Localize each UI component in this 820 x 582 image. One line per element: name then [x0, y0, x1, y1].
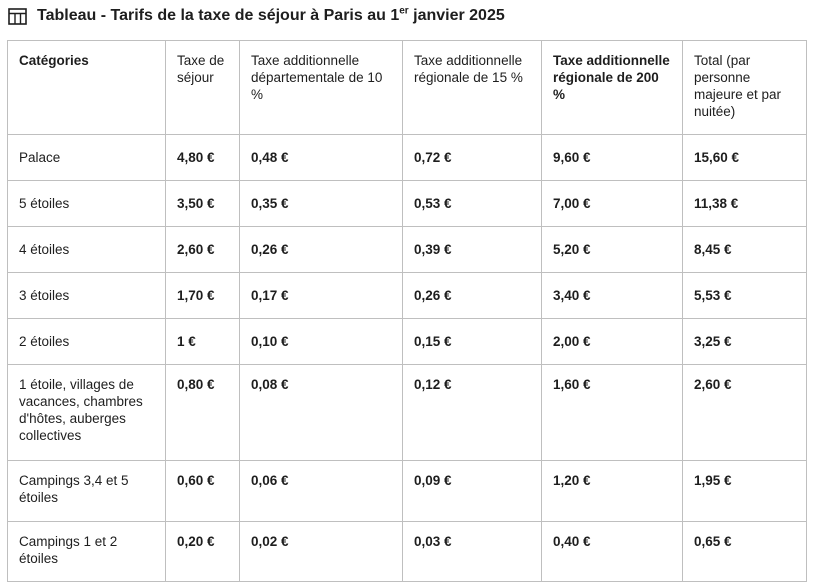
table-caption: Tableau - Tarifs de la taxe de séjour à …	[8, 3, 505, 29]
category-cell: 4 étoiles	[7, 226, 166, 273]
column-header-total: Total (par personne majeure et par nuité…	[682, 40, 807, 135]
value-cell: 0,06 €	[239, 460, 403, 522]
category-cell: 2 étoiles	[7, 318, 166, 365]
column-header-taxe-departementale: Taxe additionnelle départementale de 10 …	[239, 40, 403, 135]
total-cell: 2,60 €	[682, 364, 807, 461]
value-cell: 3,40 €	[541, 272, 683, 319]
page-title: Tableau - Tarifs de la taxe de séjour à …	[37, 5, 505, 24]
table-row: Palace 4,80 € 0,48 € 0,72 € 9,60 € 15,60…	[7, 134, 807, 181]
value-cell: 0,03 €	[402, 521, 542, 582]
total-cell: 8,45 €	[682, 226, 807, 273]
value-cell: 0,80 €	[165, 364, 240, 461]
total-cell: 3,25 €	[682, 318, 807, 365]
value-cell: 0,09 €	[402, 460, 542, 522]
value-cell: 0,26 €	[402, 272, 542, 319]
table-icon	[8, 7, 27, 25]
value-cell: 2,00 €	[541, 318, 683, 365]
table-row: 3 étoiles 1,70 € 0,17 € 0,26 € 3,40 € 5,…	[7, 272, 807, 319]
total-cell: 0,65 €	[682, 521, 807, 582]
value-cell: 0,10 €	[239, 318, 403, 365]
table-row: Campings 3,4 et 5 étoiles 0,60 € 0,06 € …	[7, 460, 807, 522]
total-cell: 5,53 €	[682, 272, 807, 319]
value-cell: 9,60 €	[541, 134, 683, 181]
value-cell: 0,35 €	[239, 180, 403, 227]
value-cell: 0,72 €	[402, 134, 542, 181]
total-cell: 15,60 €	[682, 134, 807, 181]
table-row: 2 étoiles 1 € 0,10 € 0,15 € 2,00 € 3,25 …	[7, 318, 807, 365]
column-header-taxe-regionale-15: Taxe additionnelle régionale de 15 %	[402, 40, 542, 135]
value-cell: 0,17 €	[239, 272, 403, 319]
total-cell: 11,38 €	[682, 180, 807, 227]
total-cell: 1,95 €	[682, 460, 807, 522]
value-cell: 4,80 €	[165, 134, 240, 181]
tax-rates-table: Catégories Taxe de séjour Taxe additionn…	[7, 40, 807, 582]
table-row: 1 étoile, villages de vacances, chambres…	[7, 364, 807, 461]
column-header-categories: Catégories	[7, 40, 166, 135]
value-cell: 0,26 €	[239, 226, 403, 273]
value-cell: 1 €	[165, 318, 240, 365]
value-cell: 1,60 €	[541, 364, 683, 461]
category-cell: 5 étoiles	[7, 180, 166, 227]
value-cell: 0,48 €	[239, 134, 403, 181]
table-row: 5 étoiles 3,50 € 0,35 € 0,53 € 7,00 € 11…	[7, 180, 807, 227]
value-cell: 1,70 €	[165, 272, 240, 319]
value-cell: 0,12 €	[402, 364, 542, 461]
value-cell: 2,60 €	[165, 226, 240, 273]
value-cell: 7,00 €	[541, 180, 683, 227]
value-cell: 0,08 €	[239, 364, 403, 461]
value-cell: 5,20 €	[541, 226, 683, 273]
category-cell: Campings 1 et 2 étoiles	[7, 521, 166, 582]
category-cell: Palace	[7, 134, 166, 181]
value-cell: 3,50 €	[165, 180, 240, 227]
value-cell: 0,40 €	[541, 521, 683, 582]
column-header-taxe-regionale-200: Taxe additionnelle régionale de 200 %	[541, 40, 683, 135]
category-cell: 3 étoiles	[7, 272, 166, 319]
table-row: 4 étoiles 2,60 € 0,26 € 0,39 € 5,20 € 8,…	[7, 226, 807, 273]
table-header-row: Catégories Taxe de séjour Taxe additionn…	[7, 40, 807, 135]
value-cell: 0,53 €	[402, 180, 542, 227]
value-cell: 0,39 €	[402, 226, 542, 273]
table-row: Campings 1 et 2 étoiles 0,20 € 0,02 € 0,…	[7, 521, 807, 582]
category-cell: 1 étoile, villages de vacances, chambres…	[7, 364, 166, 461]
value-cell: 0,60 €	[165, 460, 240, 522]
column-header-taxe-sejour: Taxe de séjour	[165, 40, 240, 135]
value-cell: 0,15 €	[402, 318, 542, 365]
value-cell: 0,02 €	[239, 521, 403, 582]
category-cell: Campings 3,4 et 5 étoiles	[7, 460, 166, 522]
value-cell: 1,20 €	[541, 460, 683, 522]
value-cell: 0,20 €	[165, 521, 240, 582]
